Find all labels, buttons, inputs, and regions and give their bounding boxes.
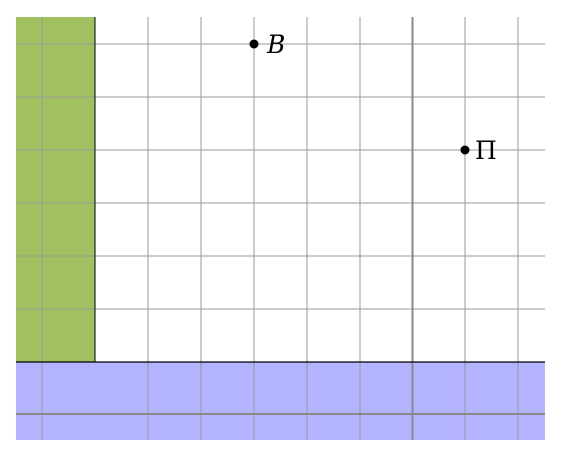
point-B-label: B <box>266 30 285 59</box>
point-B: B <box>249 30 285 59</box>
blue-region <box>16 362 545 440</box>
point-Pi-label: Π <box>475 136 497 165</box>
point-Pi: Π <box>460 136 497 165</box>
point-Pi-marker <box>460 145 470 155</box>
grid <box>16 17 545 440</box>
point-B-marker <box>249 39 259 49</box>
axes <box>16 17 545 440</box>
green-region <box>16 17 95 362</box>
